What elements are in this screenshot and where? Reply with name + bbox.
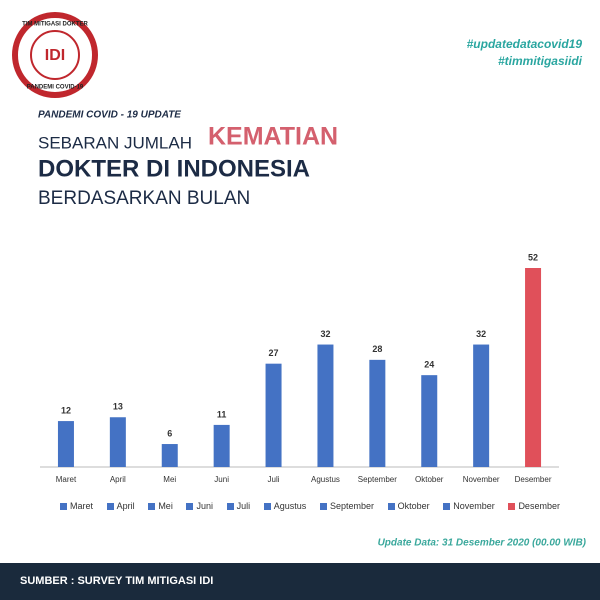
legend-item: Maret <box>60 501 93 511</box>
value-label: 11 <box>217 409 227 419</box>
bar <box>421 375 438 467</box>
footer-band <box>0 563 600 600</box>
value-label: 28 <box>372 344 382 354</box>
legend-item: Agustus <box>263 501 307 511</box>
kicker: PANDEMI COVID - 19 UPDATE <box>38 110 181 121</box>
logo-bottom: PANDEMI COVID-19 <box>27 85 84 91</box>
legend-swatch <box>263 502 271 510</box>
value-label: 12 <box>61 405 71 415</box>
x-tick-label: Oktober <box>415 475 444 484</box>
legend-label: September <box>329 501 374 511</box>
legend-swatch <box>508 502 516 510</box>
value-label: 13 <box>113 402 123 412</box>
x-tick-label: Desember <box>515 475 552 484</box>
legend-swatch <box>106 502 114 510</box>
bar <box>525 268 542 467</box>
x-tick-label: Agustus <box>311 475 340 484</box>
legend-item: November <box>443 501 495 511</box>
bar <box>57 421 74 467</box>
legend-swatch <box>226 502 234 510</box>
bar <box>265 363 282 467</box>
legend-item: September <box>319 501 374 511</box>
bar <box>369 359 386 467</box>
legend-swatch <box>60 502 67 510</box>
headline-highlight: KEMATIAN <box>208 123 338 151</box>
x-tick-label: September <box>358 475 397 484</box>
legend: Maret April Mei Juni Juli Agustus September Okt… <box>60 501 560 511</box>
update-note: Update Data: 31 Desember 2020 (00.00 WIB… <box>378 538 587 549</box>
value-label: 32 <box>476 329 486 339</box>
legend-label: Mei <box>158 501 173 511</box>
x-tick-label: April <box>110 475 126 484</box>
logo-top: TIM MITIGASI DOKTER <box>22 22 88 28</box>
legend-label: Desember <box>518 501 560 511</box>
legend-label: Juli <box>236 501 251 511</box>
legend-label: November <box>453 501 495 511</box>
bar <box>317 344 334 467</box>
legend-item: Desember <box>508 501 560 511</box>
bar <box>213 424 230 467</box>
logo-center: IDI <box>45 47 65 64</box>
x-tick-label: Juli <box>268 475 280 484</box>
value-label: 24 <box>424 360 434 370</box>
x-tick-label: November <box>463 475 500 484</box>
legend-swatch <box>443 502 451 510</box>
value-label: 52 <box>528 252 538 262</box>
footer: SUMBER : SURVEY TIM MITIGASI IDI <box>20 575 213 587</box>
legend-item: Mei <box>148 501 173 511</box>
legend-item: Oktober <box>387 501 430 511</box>
x-tick-label: Mei <box>163 475 176 484</box>
bar <box>109 417 126 467</box>
value-label: 6 <box>167 428 172 438</box>
value-label: 32 <box>320 329 330 339</box>
legend-swatch <box>387 502 395 510</box>
legend-label: Agustus <box>273 501 307 511</box>
headline: BERDASARKAN BULAN <box>38 188 250 209</box>
legend-label: April <box>116 501 135 511</box>
legend-swatch <box>186 502 194 510</box>
legend-item: Juli <box>226 501 251 511</box>
legend-swatch <box>148 502 156 510</box>
bar <box>473 344 490 467</box>
headline: DOKTER DI INDONESIA <box>38 155 310 182</box>
legend-item: April <box>106 501 135 511</box>
hashtag: #updatedatacovid19 <box>467 37 583 51</box>
value-label: 27 <box>269 348 279 358</box>
legend-item: Juni <box>186 501 213 511</box>
x-tick-label: Maret <box>56 475 77 484</box>
legend-label: Oktober <box>397 501 430 511</box>
legend-swatch <box>319 502 327 510</box>
bar <box>161 444 178 467</box>
logo-inner <box>30 30 80 80</box>
x-tick-label: Juni <box>214 475 229 484</box>
hashtag: #timmitigasiidi <box>498 54 583 68</box>
headline: SEBARAN JUMLAH <box>38 133 192 152</box>
legend-label: Juni <box>196 501 213 511</box>
legend-label: Maret <box>70 501 94 511</box>
